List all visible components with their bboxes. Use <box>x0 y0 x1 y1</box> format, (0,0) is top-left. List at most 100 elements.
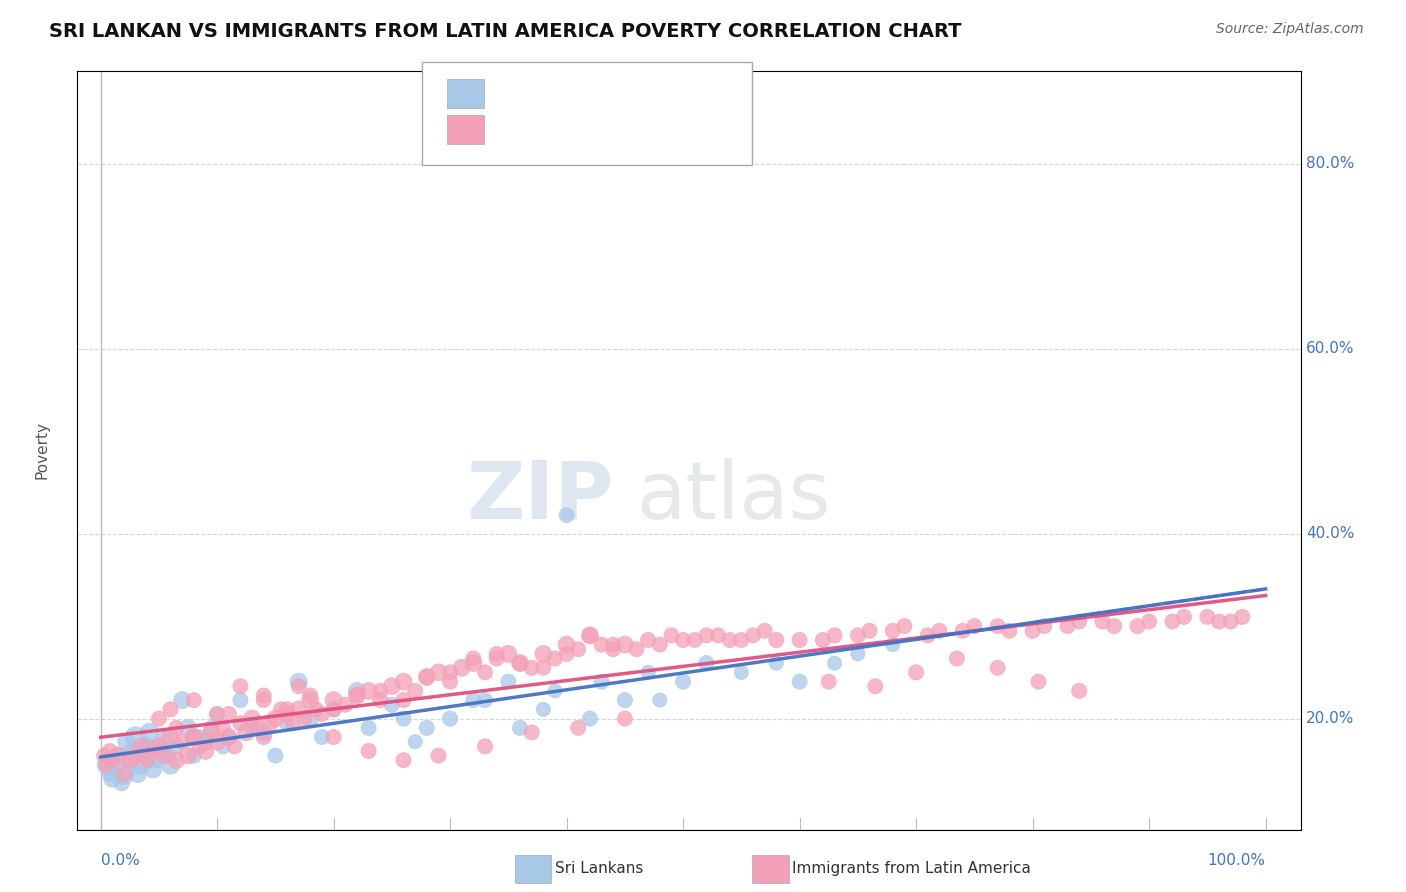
Point <box>404 735 426 749</box>
Point <box>555 508 578 523</box>
Point <box>963 619 986 633</box>
Point <box>229 716 252 731</box>
Point <box>509 656 531 670</box>
Point <box>212 721 235 735</box>
Point <box>928 624 950 638</box>
Point <box>683 633 706 648</box>
Point <box>165 739 187 754</box>
Point <box>509 656 531 670</box>
Point <box>567 642 589 657</box>
Point <box>381 679 404 693</box>
Point <box>253 693 276 707</box>
Point <box>531 702 554 716</box>
Point <box>311 706 333 721</box>
Point <box>707 628 730 642</box>
Point <box>695 656 717 670</box>
Point <box>153 730 176 744</box>
Point <box>287 702 309 716</box>
Point <box>188 739 211 754</box>
Point <box>183 730 205 744</box>
Point <box>882 638 904 652</box>
Point <box>357 684 380 698</box>
Text: SRI LANKAN VS IMMIGRANTS FROM LATIN AMERICA POVERTY CORRELATION CHART: SRI LANKAN VS IMMIGRANTS FROM LATIN AMER… <box>49 22 962 41</box>
Point <box>136 739 159 754</box>
Point <box>281 716 304 731</box>
Point <box>392 712 415 726</box>
Point <box>157 748 180 763</box>
Text: Immigrants from Latin America: Immigrants from Latin America <box>792 862 1031 876</box>
Point <box>463 693 485 707</box>
Point <box>498 647 520 661</box>
Point <box>917 628 939 642</box>
Point <box>485 647 508 661</box>
Point <box>474 693 496 707</box>
Text: 100.0%: 100.0% <box>1208 853 1265 868</box>
Point <box>127 767 149 781</box>
Point <box>188 730 211 744</box>
Point <box>998 624 1021 638</box>
Point <box>1232 610 1254 624</box>
Point <box>148 712 170 726</box>
Point <box>299 712 322 726</box>
Point <box>579 628 602 642</box>
Point <box>229 693 252 707</box>
Text: 0.0%: 0.0% <box>101 853 139 868</box>
Point <box>131 739 153 754</box>
Point <box>695 628 717 642</box>
Point <box>122 744 145 758</box>
Point <box>253 730 276 744</box>
Point <box>150 744 173 758</box>
Point <box>112 767 135 781</box>
Point <box>235 725 257 739</box>
Point <box>229 679 252 693</box>
Point <box>183 748 205 763</box>
Point <box>212 739 235 754</box>
Point <box>439 665 461 680</box>
Point <box>205 706 228 721</box>
Point <box>264 748 287 763</box>
Point <box>98 744 121 758</box>
Point <box>142 744 165 758</box>
Point <box>177 748 200 763</box>
Point <box>381 698 404 712</box>
Point <box>322 730 344 744</box>
Point <box>165 721 187 735</box>
Point <box>368 684 391 698</box>
Text: R =  0.347   N = 147: R = 0.347 N = 147 <box>489 120 671 138</box>
Point <box>613 638 636 652</box>
Point <box>1033 619 1056 633</box>
Point <box>882 624 904 638</box>
Point <box>648 638 671 652</box>
Point <box>416 721 439 735</box>
Point <box>346 689 368 703</box>
Point <box>159 757 181 772</box>
Point <box>299 689 322 703</box>
Text: R =  0.312   N =  69: R = 0.312 N = 69 <box>489 85 665 103</box>
Point <box>246 721 269 735</box>
Point <box>846 647 869 661</box>
Point <box>346 684 368 698</box>
Point <box>987 619 1010 633</box>
Text: ZIP: ZIP <box>465 458 613 536</box>
Point <box>1173 610 1195 624</box>
Point <box>118 753 141 767</box>
Point <box>112 767 135 781</box>
Point <box>124 748 146 763</box>
Point <box>205 706 228 721</box>
Point <box>392 693 415 707</box>
Point <box>159 702 181 716</box>
Point <box>392 674 415 689</box>
Point <box>110 776 132 790</box>
Point <box>730 633 752 648</box>
Point <box>485 651 508 665</box>
Point <box>218 730 240 744</box>
Point <box>287 679 309 693</box>
Point <box>1126 619 1149 633</box>
Point <box>742 628 765 642</box>
Point <box>200 725 222 739</box>
Point <box>264 712 287 726</box>
Point <box>104 763 127 777</box>
Point <box>118 753 141 767</box>
Point <box>498 674 520 689</box>
Point <box>858 624 880 638</box>
